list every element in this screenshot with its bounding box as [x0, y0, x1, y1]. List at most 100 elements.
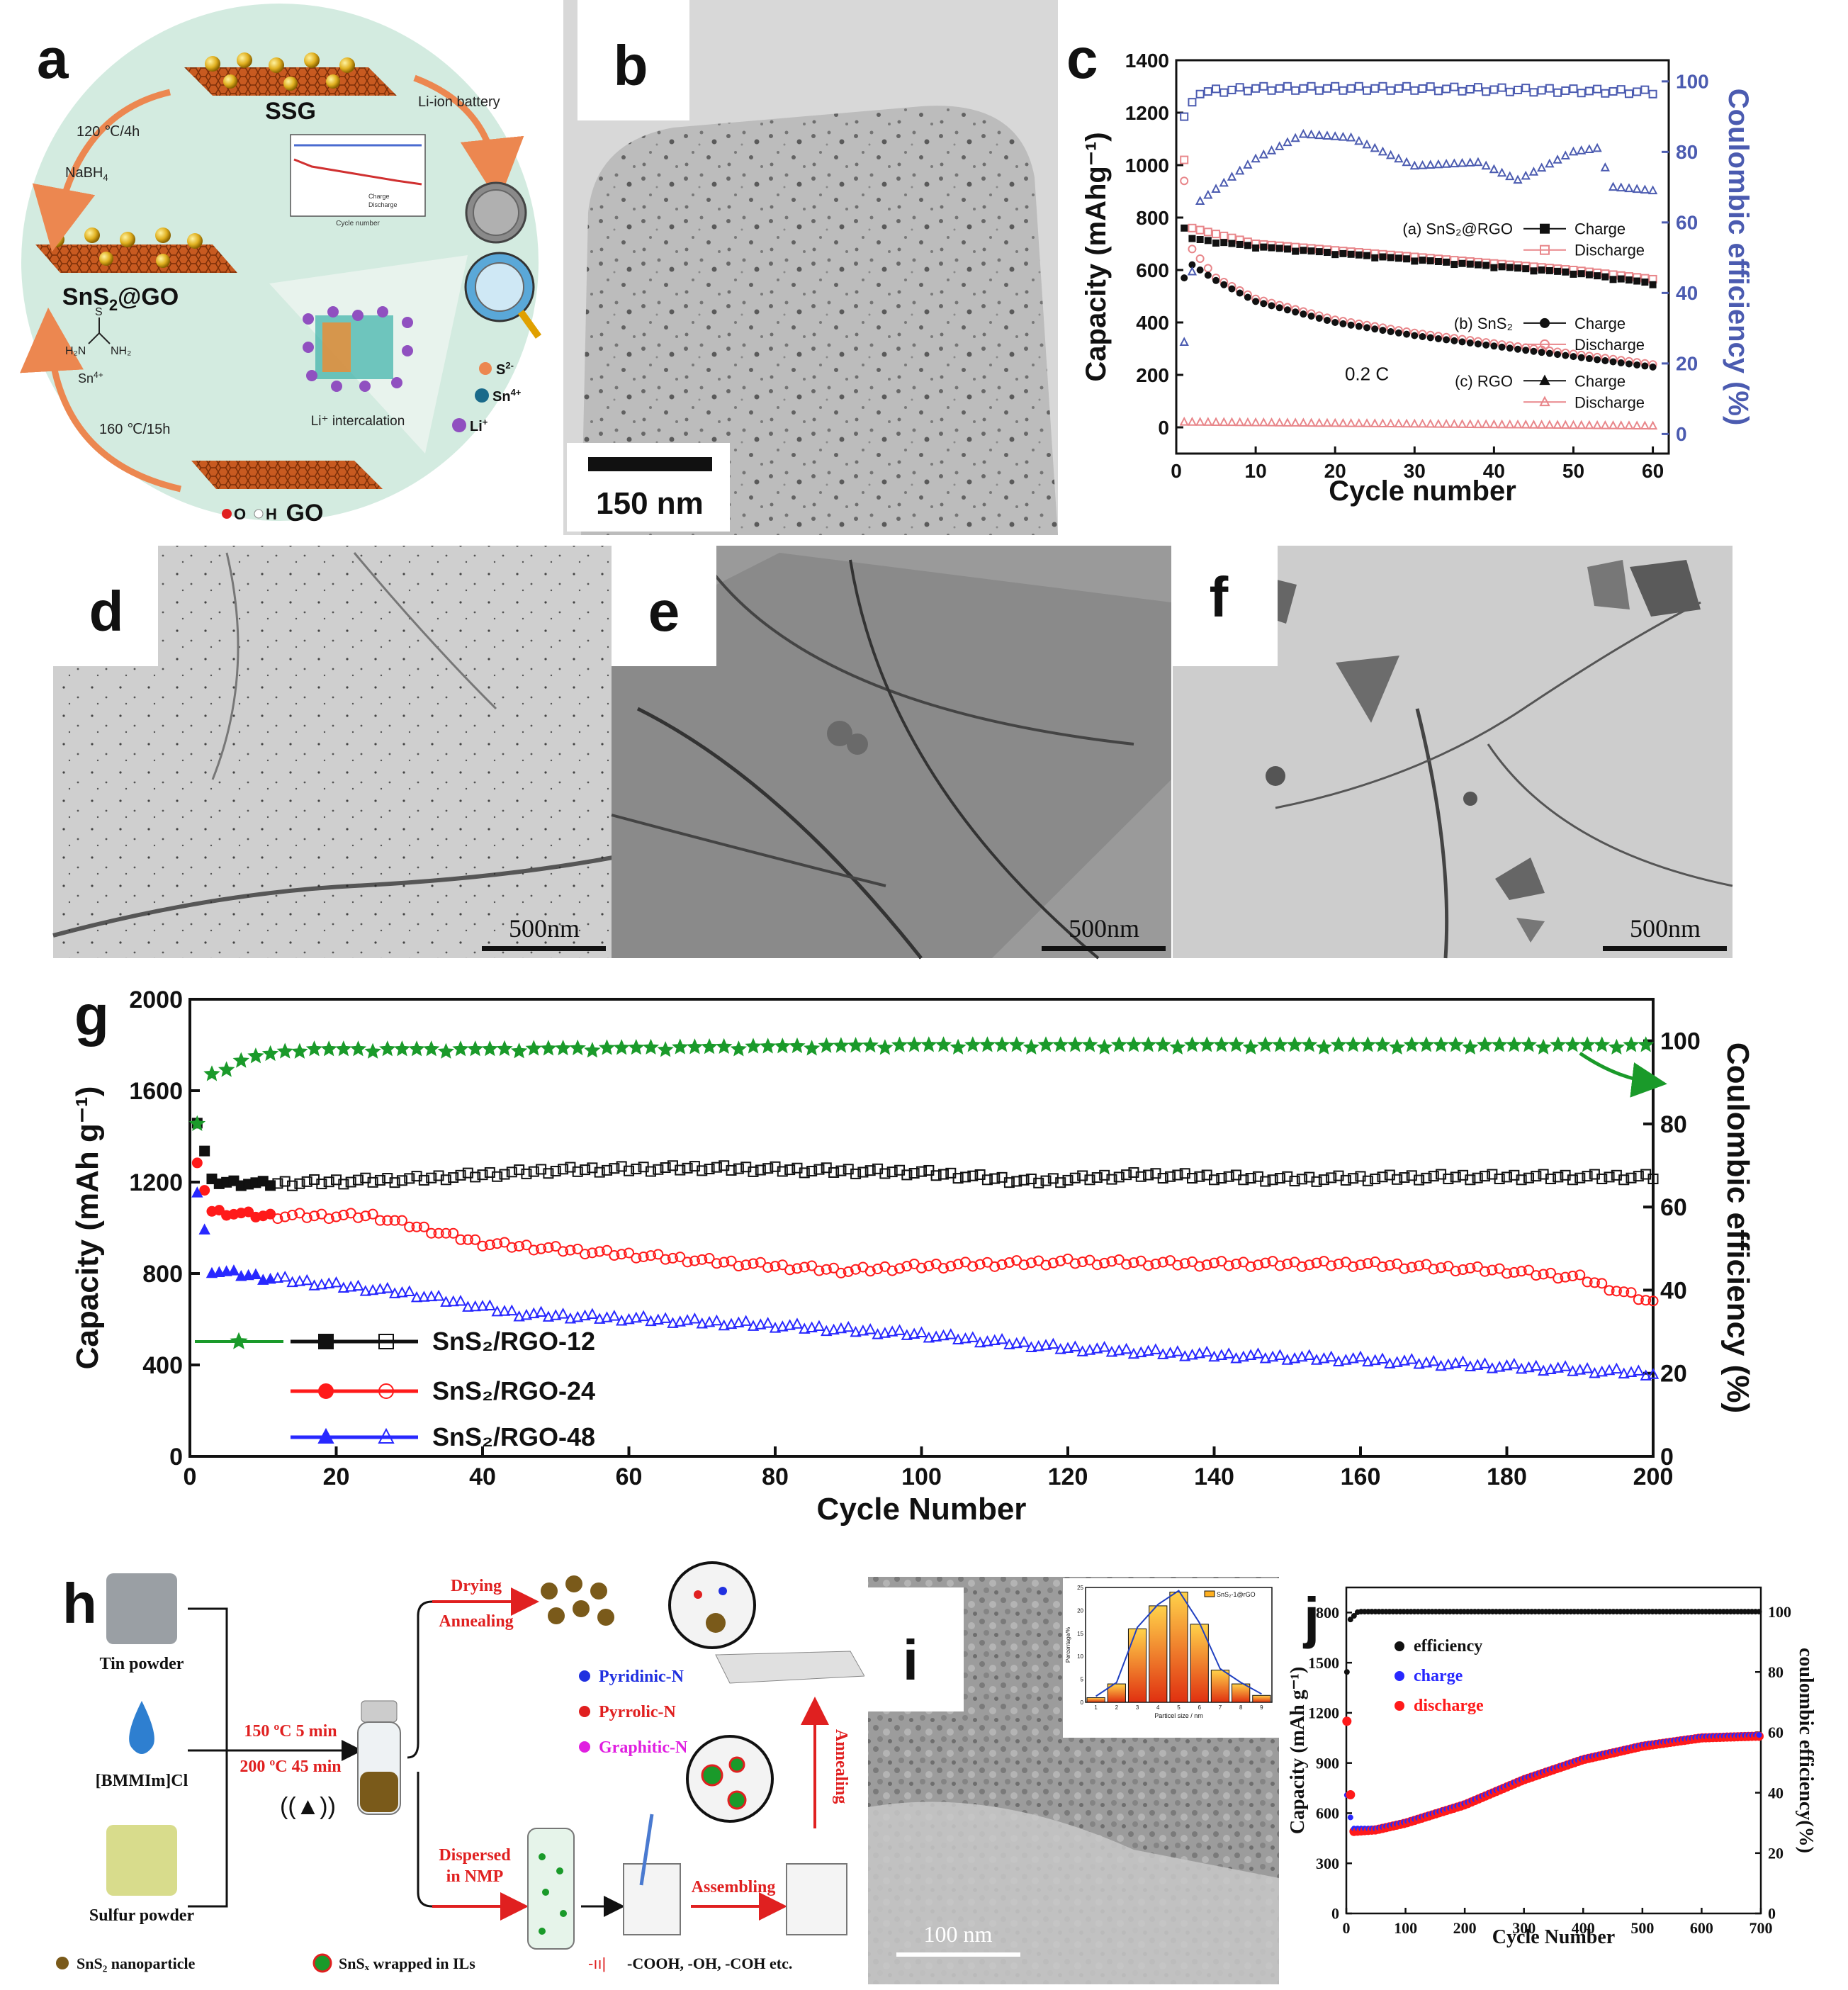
- g-rgo48-point: [1625, 1366, 1638, 1377]
- panel-a: SSG SnS2@GO GO O H 120 ℃/4h NaBH4 Li-ion…: [20, 4, 542, 527]
- g-rgo24-point: [967, 1261, 979, 1272]
- c-graphene-discharge-point: [1426, 418, 1436, 428]
- inset-fit-curve: [1095, 1590, 1262, 1697]
- g-ce-point: [1418, 1036, 1435, 1052]
- x-tick-label: 30: [1404, 460, 1426, 482]
- c-rgo-charge-point: [1625, 276, 1633, 284]
- g-rgo24-point: [243, 1206, 254, 1218]
- c-graphene-discharge-point: [1314, 417, 1324, 427]
- g-rgo48-point: [623, 1312, 635, 1325]
- c-ce-rgo-point: [1219, 88, 1229, 97]
- c-ce-sns2-point: [1489, 164, 1499, 174]
- arrow-ssg-to-sns2go: [32, 89, 171, 252]
- g-rgo48-point: [1479, 1357, 1491, 1368]
- inset-histogram: 0 5 10 15 20 25 1 2 3 4 5 6 7 8 9 SnS₂-1@rGO Percentage/…: [1063, 1578, 1283, 1738]
- g-rgo24-point: [1025, 1257, 1037, 1269]
- g-rgo48-point: [1259, 1351, 1271, 1364]
- g-rgo48-point: [1508, 1357, 1520, 1369]
- g-rgo48-point: [1545, 1363, 1557, 1374]
- g-rgo12-point: [784, 1164, 796, 1176]
- g-rgo48-point: [645, 1315, 657, 1327]
- g-rgo48-point: [901, 1329, 913, 1340]
- x-axis-title: Cycle Number: [1492, 1926, 1615, 1948]
- c-rgo-charge-point: [1379, 253, 1387, 261]
- g-rgo48-point: [879, 1327, 891, 1338]
- c-sns2-charge-point: [1641, 362, 1649, 370]
- g-rgo48-point: [930, 1330, 942, 1342]
- g-rgo48-point: [374, 1283, 386, 1294]
- y-tick-label: 900: [1316, 1754, 1339, 1772]
- c-rgo-charge-point: [1585, 271, 1593, 279]
- g-rgo12-point: [367, 1176, 378, 1188]
- scale-text-b: 150 nm: [596, 486, 704, 521]
- g-ce-point: [437, 1042, 455, 1059]
- c-legend-charge: Charge: [1574, 372, 1626, 390]
- g-rgo12-point: [704, 1164, 715, 1175]
- g-rgo12-point: [806, 1166, 818, 1177]
- c-ce-sns2-point: [1187, 266, 1198, 276]
- g-rgo24-point: [514, 1240, 525, 1252]
- c-ce-sns2-point: [1441, 159, 1451, 168]
- inset-legend-swatch: [1204, 1590, 1215, 1597]
- g-rgo12-point: [602, 1164, 613, 1176]
- g-rgo48-point: [967, 1331, 979, 1342]
- g-legend-label: SnS₂/RGO-24: [432, 1376, 595, 1405]
- g-rgo48-point: [1589, 1366, 1601, 1378]
- y2-tick-label: 0: [1676, 423, 1687, 445]
- cond-1: 150 ºC 5 min: [244, 1722, 337, 1741]
- g-rgo48-point: [1406, 1353, 1418, 1364]
- c-sns2-charge-point: [1562, 352, 1570, 359]
- g-rgo12-point: [835, 1165, 847, 1176]
- g-ce-point: [584, 1042, 601, 1058]
- g-rgo48-point: [1384, 1357, 1396, 1368]
- g-ce-point: [1476, 1036, 1494, 1052]
- g-rgo48-point: [1515, 1362, 1528, 1374]
- g-ce-point: [247, 1047, 264, 1064]
- g-rgo48-point: [381, 1281, 393, 1293]
- panel-c: c 0 10 20 30 40 50 600200400600800100012001400…: [1066, 27, 1754, 507]
- g-rgo12-point: [1003, 1177, 1015, 1188]
- c-graphene-discharge-point: [1211, 417, 1221, 426]
- g-rgo12-point: [492, 1171, 503, 1182]
- c-ce-sns2-point: [1258, 149, 1268, 159]
- panel-i-letter: i: [903, 1629, 918, 1692]
- g-ce-point: [935, 1036, 952, 1052]
- g-rgo48-point: [1061, 1342, 1074, 1353]
- g-rgo48-point: [1142, 1344, 1154, 1356]
- c-graphene-discharge-point: [1647, 420, 1658, 430]
- x-tick-label: 0: [184, 1463, 197, 1490]
- c-ce-rgo-point: [1243, 86, 1252, 96]
- g-rgo48-point: [1266, 1350, 1279, 1362]
- arrow-go-to-sns2go: [20, 308, 182, 493]
- c-sns2-charge-point: [1482, 341, 1490, 349]
- c-ce-sns2-point: [1346, 132, 1356, 142]
- c-ce-rgo-point: [1418, 84, 1427, 93]
- c-sns2-charge-point: [1411, 332, 1419, 339]
- c-ce-sns2-point: [1211, 184, 1221, 193]
- g-rgo12-point: [959, 1171, 971, 1183]
- c-rgo-charge-point: [1315, 248, 1323, 256]
- svg-text:H: H: [266, 505, 277, 523]
- panel-j: j 0 100 200 300 400 500 600 7000300600900120015…: [1287, 1586, 1817, 1948]
- g-rgo48-point: [1362, 1355, 1374, 1367]
- inset-xtick-label: 2: [1115, 1704, 1119, 1711]
- g-rgo48-point: [1215, 1349, 1227, 1360]
- g-rgo24-point: [1128, 1257, 1139, 1269]
- g-rgo24-point: [1574, 1269, 1586, 1281]
- g-rgo12-point: [631, 1163, 642, 1174]
- nanoplate: [1495, 858, 1545, 900]
- thiourea-h2n: H₂N: [65, 345, 86, 357]
- c-rgo-charge-point: [1570, 270, 1577, 278]
- c-sns2-charge-point: [1419, 332, 1426, 340]
- c-ce-sns2-point: [1203, 189, 1213, 199]
- g-rgo24-point: [1487, 1264, 1498, 1276]
- c-graphene-discharge-point: [1330, 417, 1340, 427]
- g-rgo24-point: [1003, 1257, 1015, 1269]
- svg-text:Discharge: Discharge: [368, 201, 398, 208]
- c-ce-sns2-point: [1584, 144, 1594, 154]
- g-rgo24-point: [901, 1261, 913, 1272]
- g-rgo24-point: [352, 1212, 364, 1223]
- g-rgo48-point: [1025, 1341, 1037, 1353]
- g-rgo12-point: [470, 1171, 481, 1183]
- g-ce-point: [759, 1038, 777, 1054]
